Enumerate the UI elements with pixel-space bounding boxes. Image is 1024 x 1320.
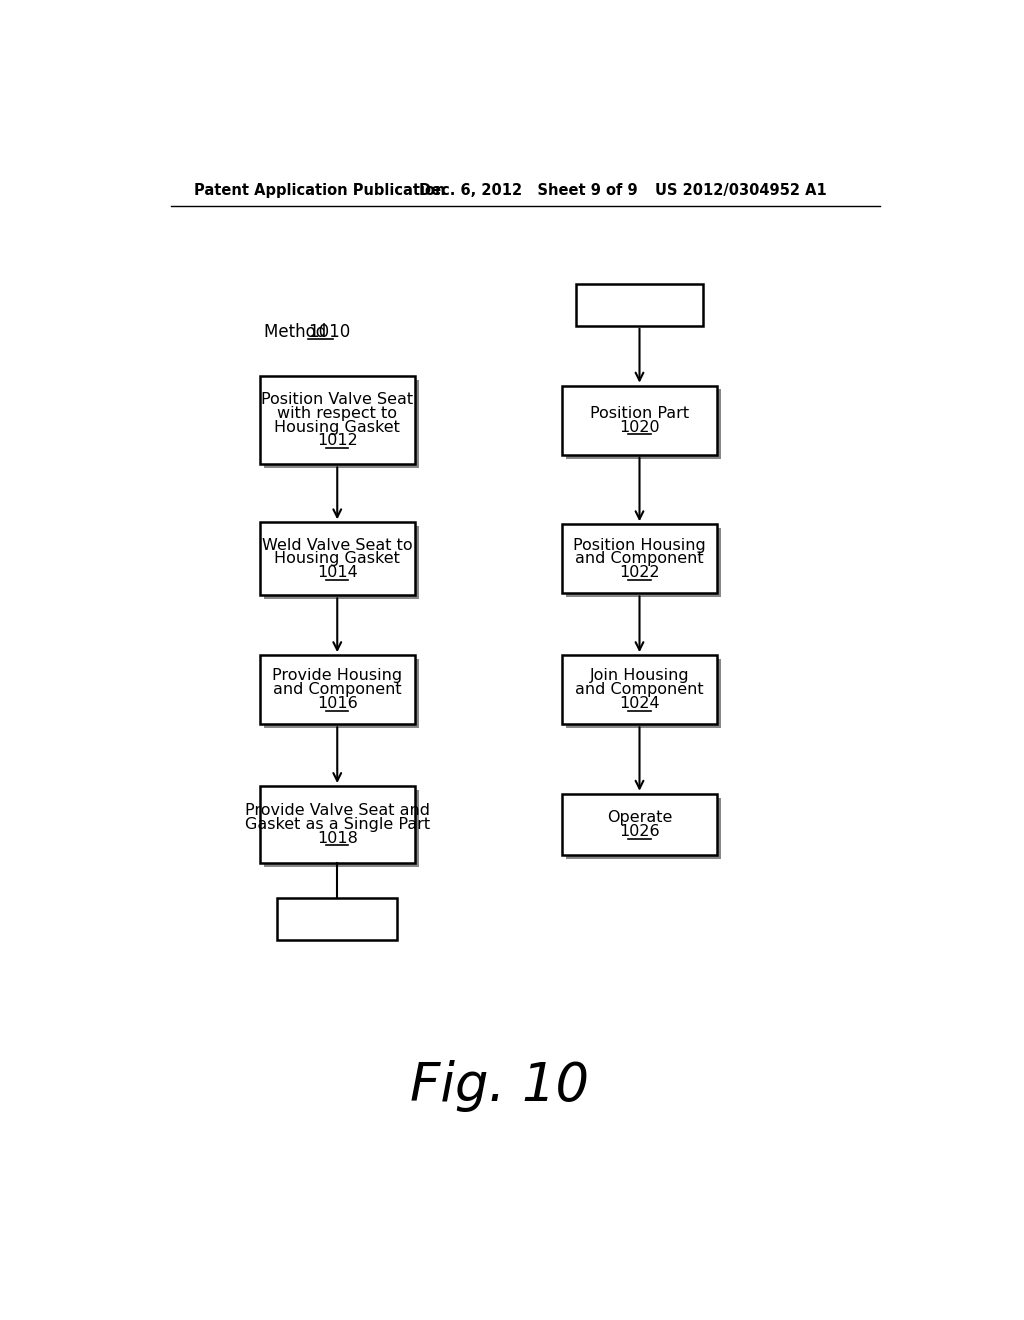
Text: Dec. 6, 2012   Sheet 9 of 9: Dec. 6, 2012 Sheet 9 of 9 bbox=[419, 183, 637, 198]
Text: 1024: 1024 bbox=[620, 696, 659, 711]
Text: Method: Method bbox=[263, 322, 331, 341]
Bar bbox=[562, 793, 717, 855]
Text: Housing Gasket: Housing Gasket bbox=[274, 552, 400, 566]
Bar bbox=[260, 785, 415, 863]
Bar bbox=[263, 659, 419, 729]
Text: 1026: 1026 bbox=[620, 824, 659, 838]
Bar bbox=[278, 898, 397, 940]
Text: Gasket as a Single Part: Gasket as a Single Part bbox=[245, 817, 430, 832]
Bar bbox=[566, 797, 721, 859]
Text: Housing Gasket: Housing Gasket bbox=[274, 420, 400, 434]
Bar bbox=[260, 376, 415, 465]
Bar bbox=[566, 389, 721, 459]
Text: Patent Application Publication: Patent Application Publication bbox=[194, 183, 445, 198]
Text: Provide Valve Seat and: Provide Valve Seat and bbox=[245, 804, 430, 818]
Text: Weld Valve Seat to: Weld Valve Seat to bbox=[262, 537, 413, 553]
Bar bbox=[263, 527, 419, 599]
Text: Position Housing: Position Housing bbox=[573, 537, 706, 553]
Text: Provide Housing: Provide Housing bbox=[272, 668, 402, 684]
Text: 1010: 1010 bbox=[308, 322, 350, 341]
Text: US 2012/0304952 A1: US 2012/0304952 A1 bbox=[655, 183, 826, 198]
Text: 1020: 1020 bbox=[620, 420, 659, 434]
Text: Operate: Operate bbox=[607, 810, 672, 825]
Text: and Component: and Component bbox=[575, 682, 703, 697]
Bar bbox=[263, 789, 419, 867]
Text: Position Part: Position Part bbox=[590, 405, 689, 421]
Text: 1014: 1014 bbox=[316, 565, 357, 579]
Text: 1022: 1022 bbox=[620, 565, 659, 579]
Bar bbox=[260, 655, 415, 725]
Text: 1016: 1016 bbox=[316, 696, 357, 711]
Bar bbox=[562, 385, 717, 455]
Bar bbox=[260, 523, 415, 595]
Bar bbox=[562, 524, 717, 594]
Text: and Component: and Component bbox=[273, 682, 401, 697]
Bar bbox=[575, 284, 703, 326]
Bar bbox=[566, 528, 721, 598]
Bar bbox=[562, 655, 717, 725]
Text: 1018: 1018 bbox=[316, 830, 357, 846]
Text: and Component: and Component bbox=[575, 552, 703, 566]
Text: 1012: 1012 bbox=[316, 433, 357, 449]
Bar bbox=[263, 380, 419, 469]
Text: Position Valve Seat: Position Valve Seat bbox=[261, 392, 414, 407]
Text: with respect to: with respect to bbox=[278, 405, 397, 421]
Text: Fig. 10: Fig. 10 bbox=[411, 1060, 590, 1113]
Text: Join Housing: Join Housing bbox=[590, 668, 689, 684]
Bar bbox=[566, 659, 721, 729]
